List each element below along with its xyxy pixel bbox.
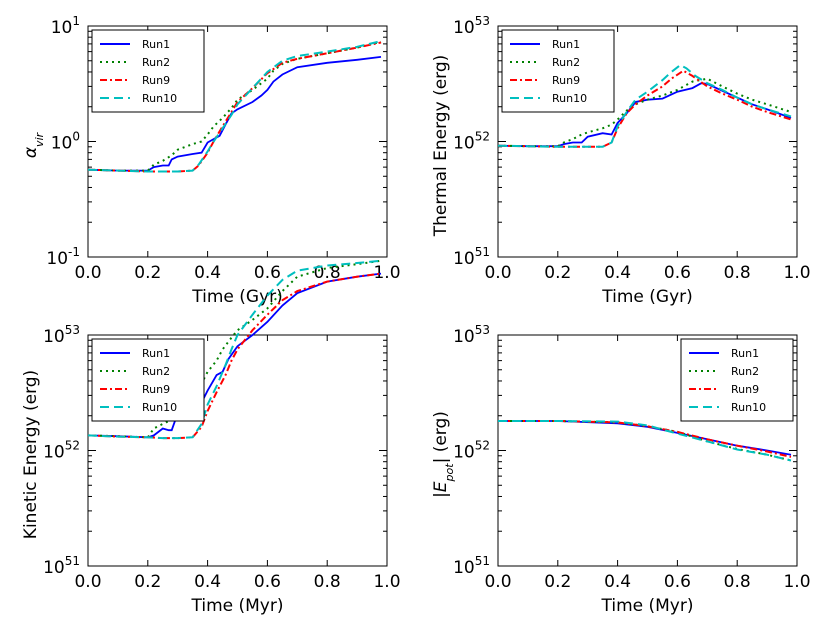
x-tick-label: 0.2 <box>544 572 571 592</box>
y-tick-label: 1053 <box>453 14 490 38</box>
y-tick-label: 10-1 <box>46 245 80 269</box>
series-line-run1 <box>87 56 382 172</box>
y-tick-label: 1051 <box>453 245 490 269</box>
chart-panel-2: 0.0 0.2 0.4 0.6 0.8 1.0 1051 1052 1053 Time (Gyr)… <box>431 14 811 307</box>
y-axis-label: |Epot| (erg) <box>431 411 456 498</box>
series-line-run9 <box>87 272 382 440</box>
x-tick-label: 1.0 <box>373 572 400 592</box>
x-tick-label: 0.8 <box>724 263 751 283</box>
legend-label: Run2 <box>731 365 759 378</box>
legend-label: Run1 <box>731 347 759 360</box>
y-tick-label: 1052 <box>453 439 490 463</box>
x-tick-label: 0.2 <box>134 572 161 592</box>
legend-label: Run9 <box>552 74 580 87</box>
legend-label: Run1 <box>552 38 580 51</box>
chart-panel-3: 0.0 0.2 0.4 0.6 0.8 1.0 1051 1052 1053 Time (Myr)… <box>21 259 401 616</box>
y-axis-label: Thermal Energy (erg) <box>431 55 451 238</box>
x-tick-label: 0.4 <box>194 263 221 283</box>
x-tick-label: 0.4 <box>194 572 221 592</box>
x-axis-label: Time (Gyr) <box>191 287 283 307</box>
series-line-run9 <box>498 420 792 458</box>
legend-label: Run10 <box>142 92 177 105</box>
y-tick-label: 1051 <box>43 554 80 578</box>
chart-panel-4: 0.0 0.2 0.4 0.6 0.8 1.0 1051 1052 1053 Time (Myr)… <box>431 323 811 616</box>
legend-label: Run9 <box>142 74 170 87</box>
chart-panel-1: 0.0 0.2 0.4 0.6 0.8 1.0 10-1 100 101 Time (Gyr) αv… <box>21 14 401 307</box>
legend-label: Run9 <box>731 383 759 396</box>
x-tick-label: 0.4 <box>604 263 631 283</box>
x-tick-label: 0.2 <box>134 263 161 283</box>
legend-label: Run10 <box>731 401 766 414</box>
series-line-run10 <box>87 40 382 173</box>
legend-label: Run1 <box>142 347 170 360</box>
x-tick-label: 0.8 <box>724 572 751 592</box>
x-tick-label: 0.0 <box>74 572 101 592</box>
y-axis-label: αvir <box>21 131 46 158</box>
x-tick-label: 0.8 <box>314 263 341 283</box>
y-tick-label: 1053 <box>43 323 80 347</box>
x-tick-label: 0.0 <box>484 572 511 592</box>
x-tick-label: 0.6 <box>254 572 281 592</box>
x-tick-label: 0.0 <box>484 263 511 283</box>
legend: Run1 Run2 Run9 Run10 <box>680 338 794 422</box>
x-tick-label: 0.2 <box>544 263 571 283</box>
legend: Run1 Run2 Run9 Run10 <box>91 29 205 113</box>
y-tick-label: 1051 <box>453 554 490 578</box>
y-tick-label: 1053 <box>453 323 490 347</box>
legend-label: Run2 <box>142 56 170 69</box>
legend-label: Run10 <box>552 92 587 105</box>
series-line-run2 <box>87 259 382 439</box>
x-tick-label: 0.4 <box>604 572 631 592</box>
x-tick-label: 1.0 <box>373 263 400 283</box>
x-tick-label: 0.0 <box>74 263 101 283</box>
legend: Run1 Run2 Run9 Run10 <box>91 338 205 422</box>
series-line-run2 <box>87 40 382 172</box>
legend-label: Run1 <box>142 38 170 51</box>
series-line-run10 <box>87 259 382 440</box>
x-tick-label: 1.0 <box>783 263 810 283</box>
x-tick-label: 0.6 <box>664 572 691 592</box>
x-tick-label: 0.6 <box>254 263 281 283</box>
x-tick-label: 0.8 <box>314 572 341 592</box>
legend-label: Run2 <box>552 56 580 69</box>
x-axis-label: Time (Myr) <box>191 596 284 616</box>
legend-label: Run9 <box>142 383 170 396</box>
series-line-run9 <box>497 69 792 148</box>
series-line-run1 <box>497 82 792 148</box>
legend: Run1 Run2 Run9 Run10 <box>501 29 615 113</box>
x-axis-label: Time (Myr) <box>601 596 694 616</box>
y-tick-label: 1052 <box>43 439 80 463</box>
x-tick-label: 0.6 <box>664 263 691 283</box>
y-tick-label: 100 <box>51 130 80 154</box>
series-line-run10 <box>497 63 792 148</box>
y-axis-label: Kinetic Energy (erg) <box>21 370 41 539</box>
legend-label: Run2 <box>142 365 170 378</box>
x-axis-label: Time (Gyr) <box>601 287 693 307</box>
x-tick-label: 1.0 <box>783 572 810 592</box>
legend-label: Run10 <box>142 401 177 414</box>
series-line-run1 <box>87 272 382 439</box>
y-tick-label: 1052 <box>453 130 490 154</box>
y-tick-label: 101 <box>51 14 80 38</box>
